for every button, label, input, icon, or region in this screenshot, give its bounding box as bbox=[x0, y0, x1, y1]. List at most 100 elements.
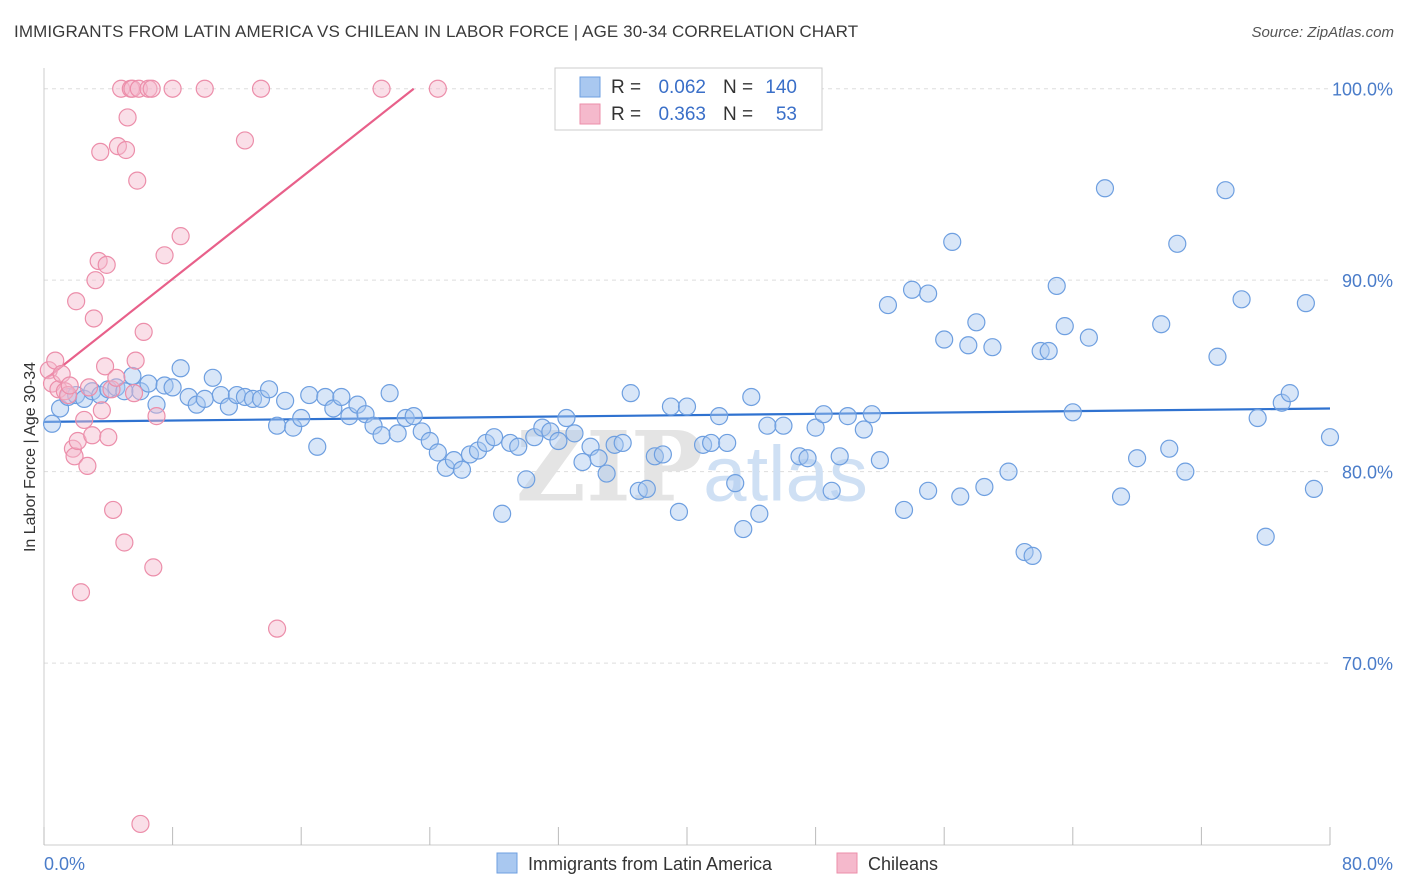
data-point bbox=[894, 500, 914, 520]
y-tick-labels: 70.0% 80.0% 90.0% 100.0% bbox=[1332, 80, 1393, 674]
data-point bbox=[118, 108, 137, 127]
bottom-legend-label: Chileans bbox=[868, 854, 938, 874]
data-point bbox=[975, 477, 994, 497]
data-point bbox=[677, 397, 697, 416]
data-point bbox=[935, 330, 954, 349]
legend-n-label: N = bbox=[723, 77, 753, 98]
data-point bbox=[380, 384, 399, 403]
data-point bbox=[1127, 449, 1147, 468]
legend-n-value: 140 bbox=[765, 77, 797, 98]
data-point bbox=[1152, 315, 1171, 334]
data-point bbox=[999, 462, 1018, 481]
data-point bbox=[758, 416, 777, 435]
data-point bbox=[870, 451, 890, 470]
data-point bbox=[549, 431, 568, 451]
watermark-atlas: atlas bbox=[703, 429, 868, 517]
data-point bbox=[734, 519, 753, 539]
data-point bbox=[308, 437, 327, 456]
data-point bbox=[124, 384, 144, 403]
data-point bbox=[65, 447, 84, 466]
legend-n-value: 53 bbox=[776, 104, 797, 125]
legend-r-value: 0.062 bbox=[658, 77, 706, 98]
bottom-legend-label: Immigrants from Latin America bbox=[528, 854, 773, 874]
data-point bbox=[126, 351, 145, 370]
data-point bbox=[372, 79, 391, 98]
data-point bbox=[1168, 234, 1187, 253]
legend-n-label: N = bbox=[723, 104, 753, 125]
data-point bbox=[1160, 439, 1179, 458]
data-point bbox=[142, 79, 161, 98]
legend-swatch-blue bbox=[579, 76, 601, 98]
data-point bbox=[97, 255, 116, 274]
data-point bbox=[267, 416, 287, 435]
data-point bbox=[726, 474, 745, 493]
data-point bbox=[702, 433, 721, 453]
data-point bbox=[95, 357, 115, 376]
data-point bbox=[959, 336, 978, 355]
data-point bbox=[203, 368, 222, 387]
data-point bbox=[452, 460, 472, 479]
data-point bbox=[493, 504, 512, 523]
data-point bbox=[84, 309, 103, 328]
data-point bbox=[129, 79, 148, 98]
data-point bbox=[597, 464, 616, 483]
data-point bbox=[742, 387, 761, 407]
data-point bbox=[621, 384, 640, 403]
data-point bbox=[428, 443, 447, 462]
trend-line-pink bbox=[46, 87, 415, 379]
data-point bbox=[139, 374, 158, 393]
data-point bbox=[79, 378, 99, 397]
data-point bbox=[637, 479, 656, 498]
data-point bbox=[1208, 347, 1227, 366]
x-tick-label-max: 80.0% bbox=[1342, 854, 1393, 874]
data-point bbox=[123, 366, 142, 386]
data-point bbox=[235, 131, 255, 150]
data-point bbox=[49, 380, 68, 399]
x-tick-label-min: 0.0% bbox=[44, 854, 85, 874]
data-point bbox=[983, 338, 1002, 357]
data-point bbox=[613, 433, 632, 453]
data-point bbox=[1079, 328, 1098, 347]
data-point bbox=[259, 380, 279, 399]
data-point bbox=[332, 387, 351, 407]
data-point bbox=[404, 407, 423, 426]
axes bbox=[43, 68, 1331, 846]
data-point bbox=[147, 407, 166, 426]
data-point bbox=[557, 408, 576, 428]
data-point bbox=[1280, 384, 1299, 403]
data-point bbox=[710, 407, 729, 426]
data-point bbox=[1047, 276, 1066, 296]
data-point bbox=[573, 452, 592, 472]
data-point bbox=[1232, 290, 1251, 309]
data-point bbox=[195, 389, 214, 408]
data-point bbox=[822, 481, 841, 500]
chart-title: IMMIGRANTS FROM LATIN AMERICA VS CHILEAN… bbox=[14, 22, 859, 41]
data-point bbox=[862, 405, 881, 424]
data-point bbox=[943, 232, 962, 251]
data-point bbox=[91, 142, 110, 162]
data-point bbox=[1039, 341, 1058, 361]
data-point bbox=[71, 583, 91, 602]
data-point bbox=[830, 447, 849, 466]
data-point bbox=[388, 424, 407, 443]
data-point bbox=[774, 416, 793, 435]
data-point bbox=[99, 428, 118, 447]
y-tick-label: 100.0% bbox=[1332, 80, 1393, 100]
series-immigrants-latin-america bbox=[42, 179, 1340, 565]
data-point bbox=[42, 414, 62, 433]
data-point bbox=[102, 380, 121, 399]
y-tick-label: 90.0% bbox=[1342, 271, 1393, 291]
data-point bbox=[292, 408, 311, 428]
data-point bbox=[1111, 487, 1131, 506]
data-point bbox=[134, 322, 153, 341]
bottom-legend-swatch-blue bbox=[496, 852, 518, 874]
data-point bbox=[1055, 317, 1074, 336]
y-axis-label: In Labor Force | Age 30-34 bbox=[22, 362, 39, 552]
data-point bbox=[195, 79, 214, 98]
data-point bbox=[144, 558, 163, 577]
data-point bbox=[951, 487, 970, 506]
data-point bbox=[428, 79, 447, 98]
data-point bbox=[92, 401, 111, 420]
data-point bbox=[485, 428, 504, 447]
data-point bbox=[300, 385, 319, 405]
